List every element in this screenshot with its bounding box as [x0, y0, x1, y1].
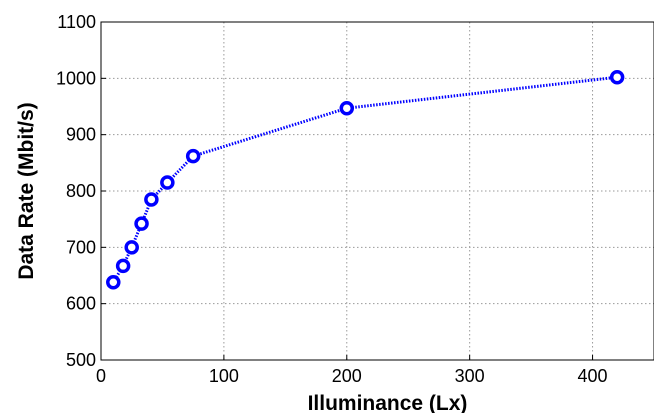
x-axis-label: Illuminance (Lx) [308, 392, 468, 413]
data-point-0 [106, 275, 121, 290]
x-tick-label-1: 100 [209, 366, 239, 386]
grid-lines [101, 22, 654, 360]
y-tick-label-1: 600 [66, 294, 96, 314]
x-axis-ticks: 0 100 200 300 400 [96, 355, 608, 386]
data-point-4 [144, 192, 159, 207]
y-tick-label-3: 800 [66, 181, 96, 201]
data-point-6 [185, 148, 201, 164]
y-tick-label-6: 1100 [57, 12, 96, 32]
y-tick-label-2: 700 [66, 237, 96, 257]
data-point-1 [115, 258, 131, 274]
y-tick-label-5: 1000 [56, 68, 96, 88]
y-tick-label-4: 900 [66, 125, 96, 145]
y-axis-ticks: 500 600 700 800 900 1000 1100 [56, 12, 106, 370]
data-point-5 [160, 175, 175, 190]
data-point-2 [124, 240, 139, 255]
y-axis-label: Data Rate (Mbit/s) [15, 102, 38, 279]
data-point-7 [339, 100, 355, 116]
y-tick-label-0: 500 [66, 350, 96, 370]
x-tick-label-0: 0 [96, 366, 106, 386]
x-tick-label-4: 400 [578, 366, 608, 386]
x-tick-label-3: 300 [455, 366, 485, 386]
data-point-3 [134, 216, 149, 231]
data-point-8 [609, 69, 625, 85]
series-line-0 [112, 75, 618, 284]
x-tick-label-2: 200 [332, 366, 362, 386]
series-group [106, 69, 625, 290]
